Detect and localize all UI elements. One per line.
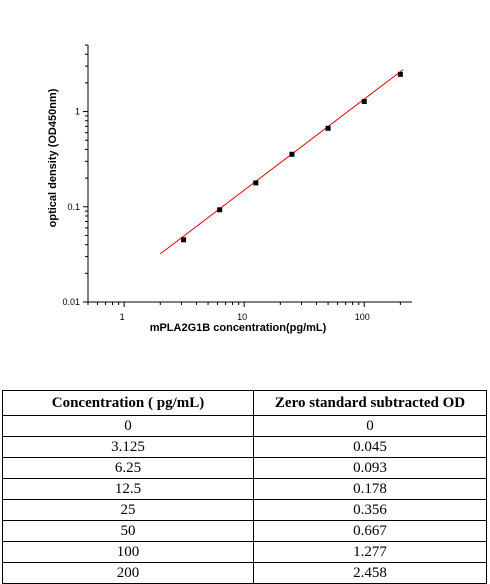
table-row: 25 0.356: [2, 499, 487, 521]
y-tick-label-0.1: 0.1: [67, 202, 80, 212]
table-row: 200 2.458: [2, 562, 487, 584]
data-point-3.125: [181, 237, 187, 243]
chart-axes: [87, 45, 412, 303]
table-row: 100 1.277: [2, 541, 487, 563]
od-cell: 0.356: [253, 499, 487, 521]
od-cell: 0.667: [253, 520, 487, 542]
od-cell: 1.277: [253, 541, 487, 563]
od-cell: 0.045: [253, 436, 487, 458]
concentration-cell: 50: [2, 520, 254, 542]
data-point-100: [361, 98, 367, 104]
concentration-cell: 6.25: [2, 457, 254, 479]
table-row: 50 0.667: [2, 520, 487, 542]
concentration-cell: 100: [2, 541, 254, 563]
column-header-concentration: Concentration ( pg/mL): [2, 390, 254, 416]
x-tick-label-100: 100: [355, 312, 370, 322]
data-point-12.5: [253, 180, 259, 186]
data-point-25: [289, 151, 295, 157]
concentration-cell: 200: [2, 562, 254, 584]
standard-curve-chart: 1 10 100 0.01 0.1 1 mPLA2G1B concentration(pg…: [47, 44, 412, 334]
concentration-cell: 25: [2, 499, 254, 521]
od-cell: 2.458: [253, 562, 487, 584]
concentration-cell: 12.5: [2, 478, 254, 500]
table-row: 6.25 0.093: [2, 457, 487, 479]
x-tick-label-1: 1: [120, 312, 125, 322]
table-row: 3.125 0.045: [2, 436, 487, 458]
table-header-row: Concentration ( pg/mL) Zero standard sub…: [2, 390, 487, 416]
x-tick-label-10: 10: [237, 312, 247, 322]
data-points-layer: [181, 71, 403, 243]
od-cell: 0: [253, 415, 487, 437]
concentration-cell: 0: [2, 415, 254, 437]
column-header-od: Zero standard subtracted OD: [253, 390, 487, 416]
od-cell: 0.093: [253, 457, 487, 479]
fit-line-layer: [159, 69, 404, 255]
table-row: 12.5 0.178: [2, 478, 487, 500]
concentration-cell: 3.125: [2, 436, 254, 458]
data-point-50: [325, 125, 331, 131]
y-axis-label: optical density (OD450nm): [47, 88, 59, 227]
chart-ticks: 1 10 100 0.01 0.1 1: [62, 44, 401, 322]
y-tick-label-0.01: 0.01: [62, 297, 80, 307]
data-point-6.25: [217, 207, 223, 213]
fit-line: [159, 69, 404, 255]
od-cell: 0.178: [253, 478, 487, 500]
x-axis-label: mPLA2G1B concentration(pg/mL): [150, 322, 327, 334]
data-point-200: [397, 71, 403, 77]
standard-data-table: Concentration ( pg/mL) Zero standard sub…: [2, 390, 487, 584]
y-tick-label-1: 1: [75, 107, 80, 117]
